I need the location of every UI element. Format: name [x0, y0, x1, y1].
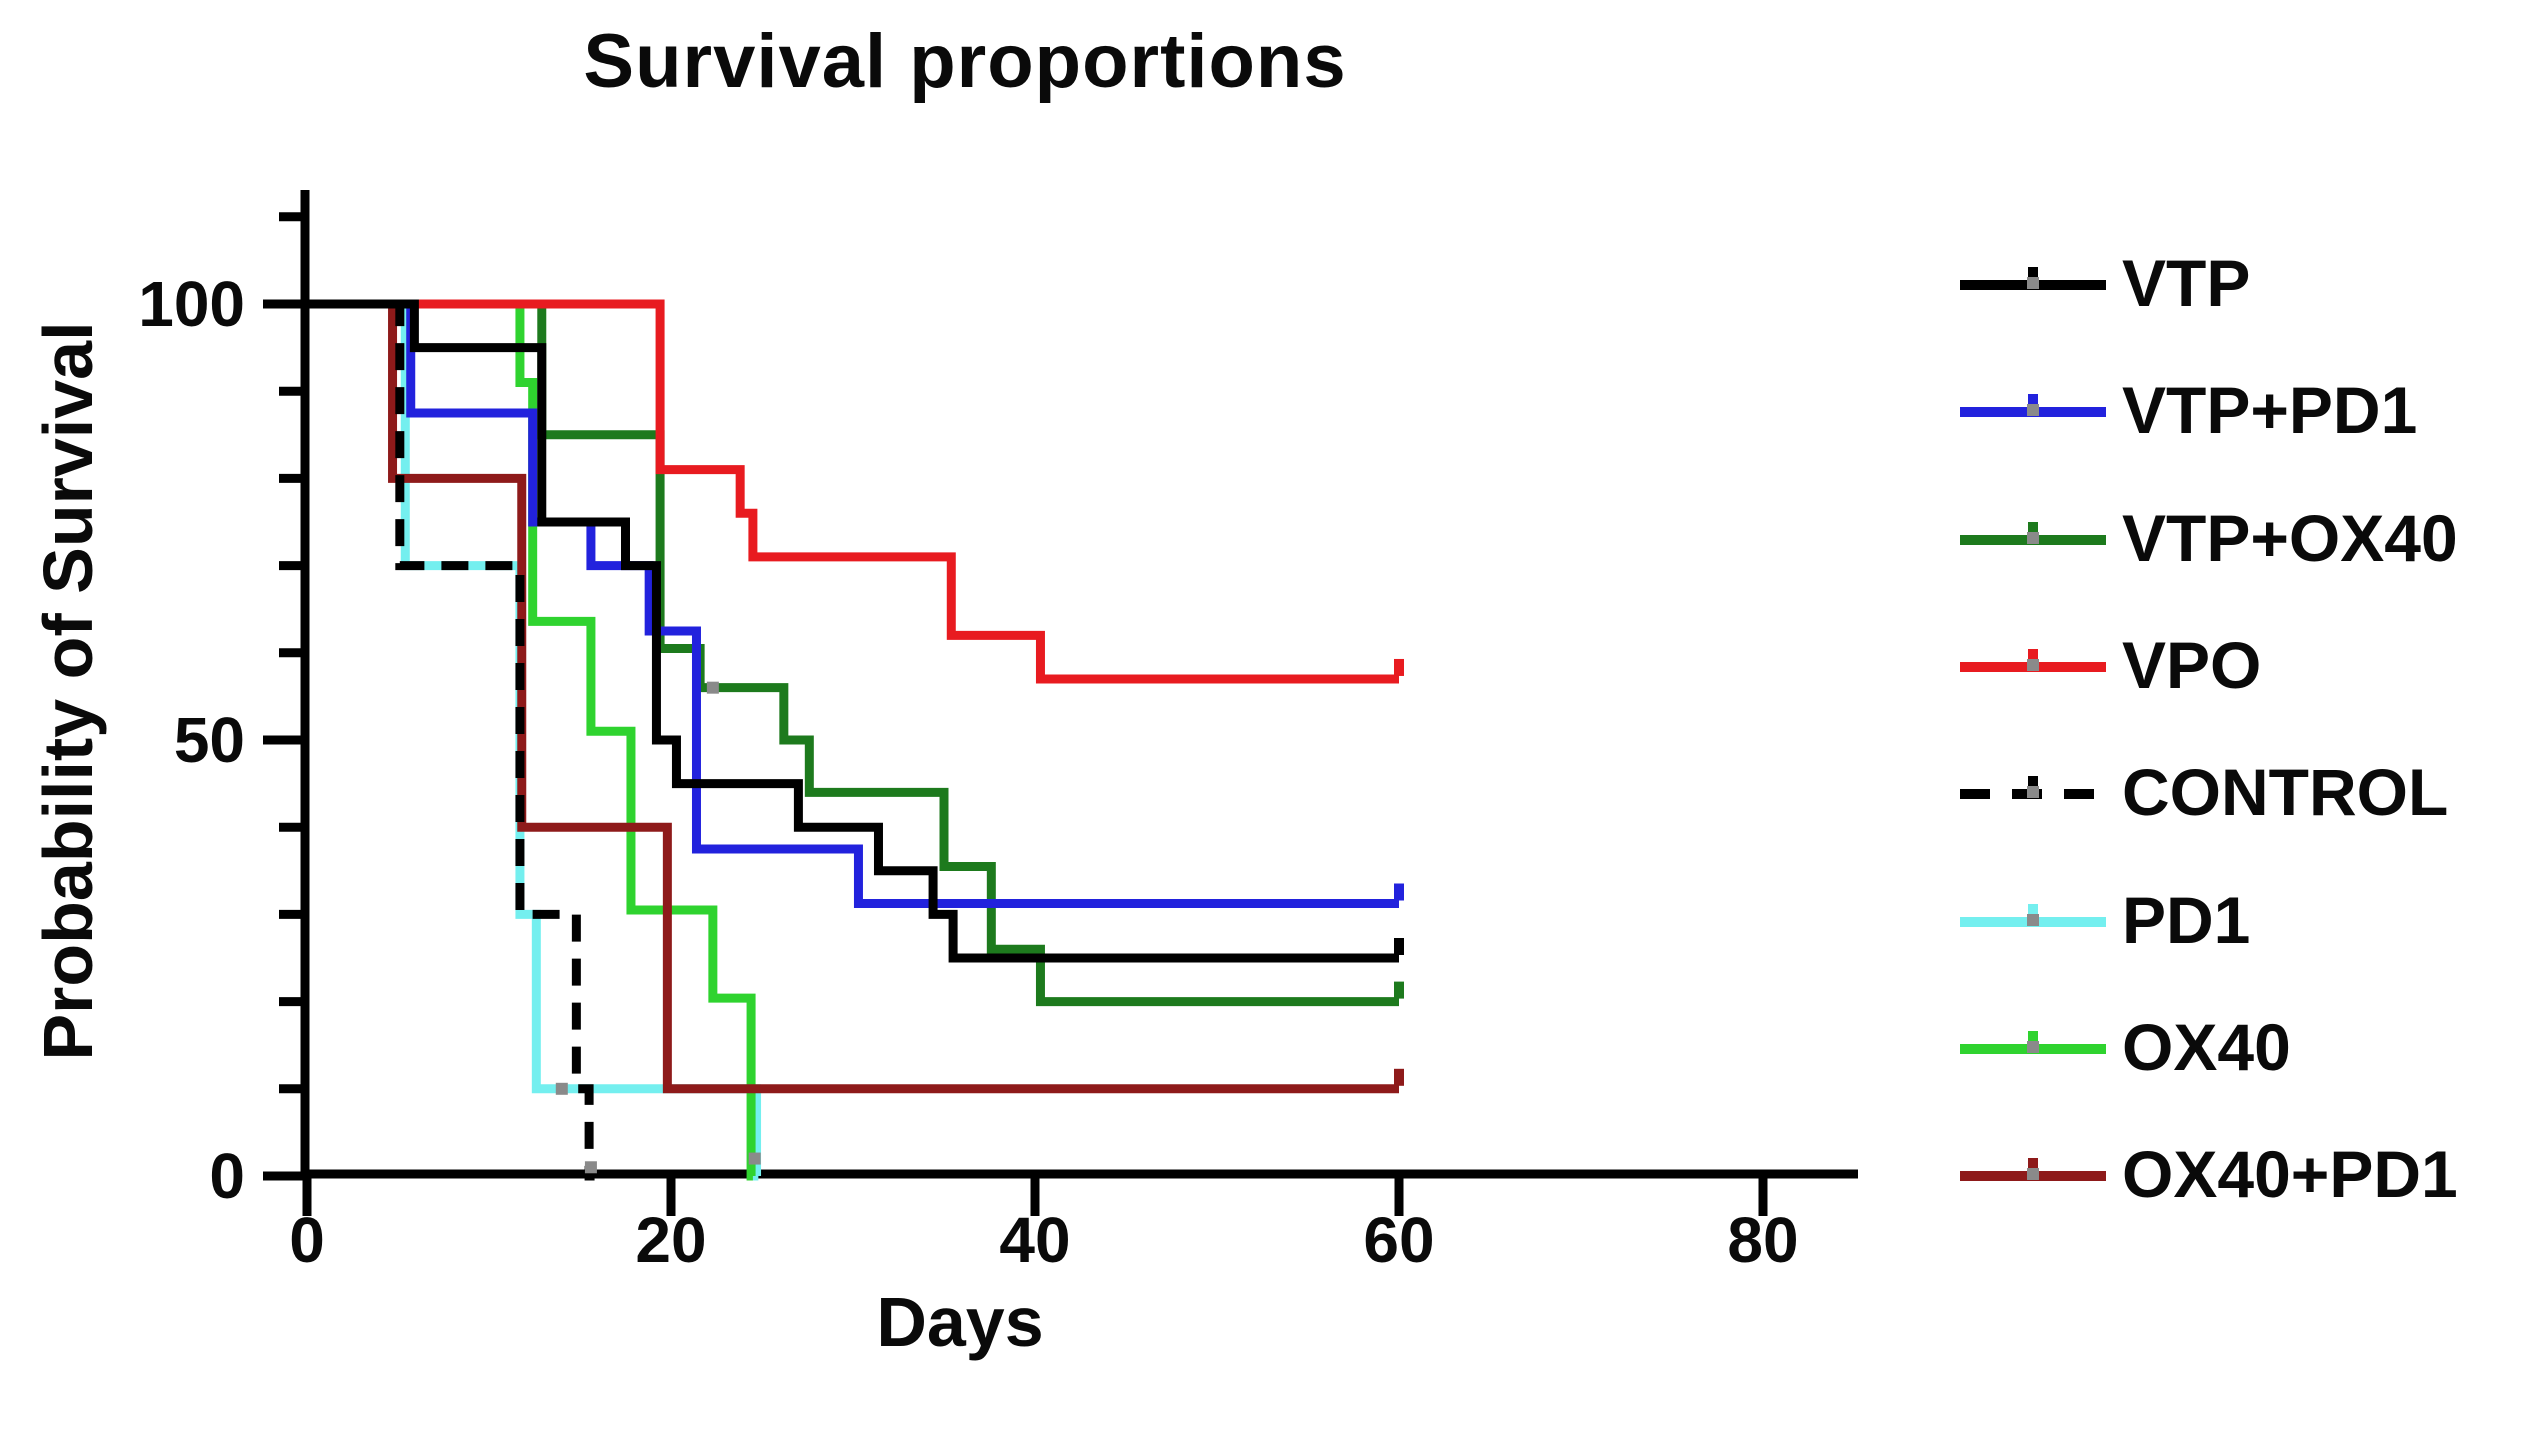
x-tick-label: 60: [1363, 1204, 1434, 1276]
legend-item-pd1: PD1: [1940, 870, 2531, 970]
legend-item-ox40-pd1: OX40+PD1: [1940, 1124, 2531, 1224]
legend-label: VTP: [2122, 246, 2251, 320]
curve-vtp-ox40: [307, 299, 1399, 1007]
legend-key-line: [1960, 904, 2106, 927]
censor-mark: [584, 1161, 597, 1174]
y-tick-label: 0: [209, 1140, 245, 1212]
x-axis-label: Days: [876, 1283, 1044, 1361]
legend-label: OX40+PD1: [2122, 1137, 2458, 1211]
legend-key-line: [1960, 649, 2106, 672]
legend-key-line: [1960, 394, 2106, 417]
curve-vtp: [307, 299, 1399, 963]
legend-item-control: CONTROL: [1940, 742, 2531, 842]
curve-vtp-pd1: [307, 299, 1399, 908]
curve-control: [307, 299, 595, 1181]
legend-label: VTP+PD1: [2122, 373, 2418, 447]
x-tick-label: 0: [289, 1204, 325, 1276]
legend-key-line: [1960, 267, 2106, 290]
y-tick-label: 50: [174, 704, 245, 776]
legend-label: CONTROL: [2122, 755, 2449, 829]
censor-mark: [555, 1082, 568, 1095]
legend-label: VTP+OX40: [2122, 501, 2458, 575]
censor-mark: [748, 1152, 761, 1165]
legend-key-line: [1960, 522, 2106, 545]
chart-title: Survival proportions: [583, 19, 1347, 104]
x-tick-label: 20: [635, 1204, 706, 1276]
legend-label: OX40: [2122, 1010, 2291, 1084]
legend-item-vtp: VTP: [1940, 233, 2531, 333]
legend-label: VPO: [2122, 628, 2262, 702]
curve-ox40: [307, 299, 756, 1181]
legend-label: PD1: [2122, 883, 2251, 957]
legend-key-line: [1960, 1158, 2106, 1181]
curve-ox40-pd1: [307, 299, 1399, 1094]
legend-key-line: [1960, 1031, 2106, 1054]
legend-item-vpo: VPO: [1940, 615, 2531, 715]
curve-vpo: [307, 299, 1399, 684]
censor-mark: [706, 681, 719, 694]
x-tick-label: 40: [999, 1204, 1070, 1276]
legend-item-ox40: OX40: [1940, 997, 2531, 1097]
legend-key-line: [1960, 776, 2106, 799]
curve-pd1: [307, 299, 762, 1181]
y-tick-label: 100: [138, 268, 245, 340]
legend-item-vtp-pd1: VTP+PD1: [1940, 360, 2531, 460]
legend-item-vtp-ox40: VTP+OX40: [1940, 488, 2531, 588]
x-tick-label: 80: [1727, 1204, 1798, 1276]
legend: VTP VTP+PD1 VTP+OX40 VPO CONTROL PD1 OX40 OX40+…: [1940, 0, 2531, 1449]
